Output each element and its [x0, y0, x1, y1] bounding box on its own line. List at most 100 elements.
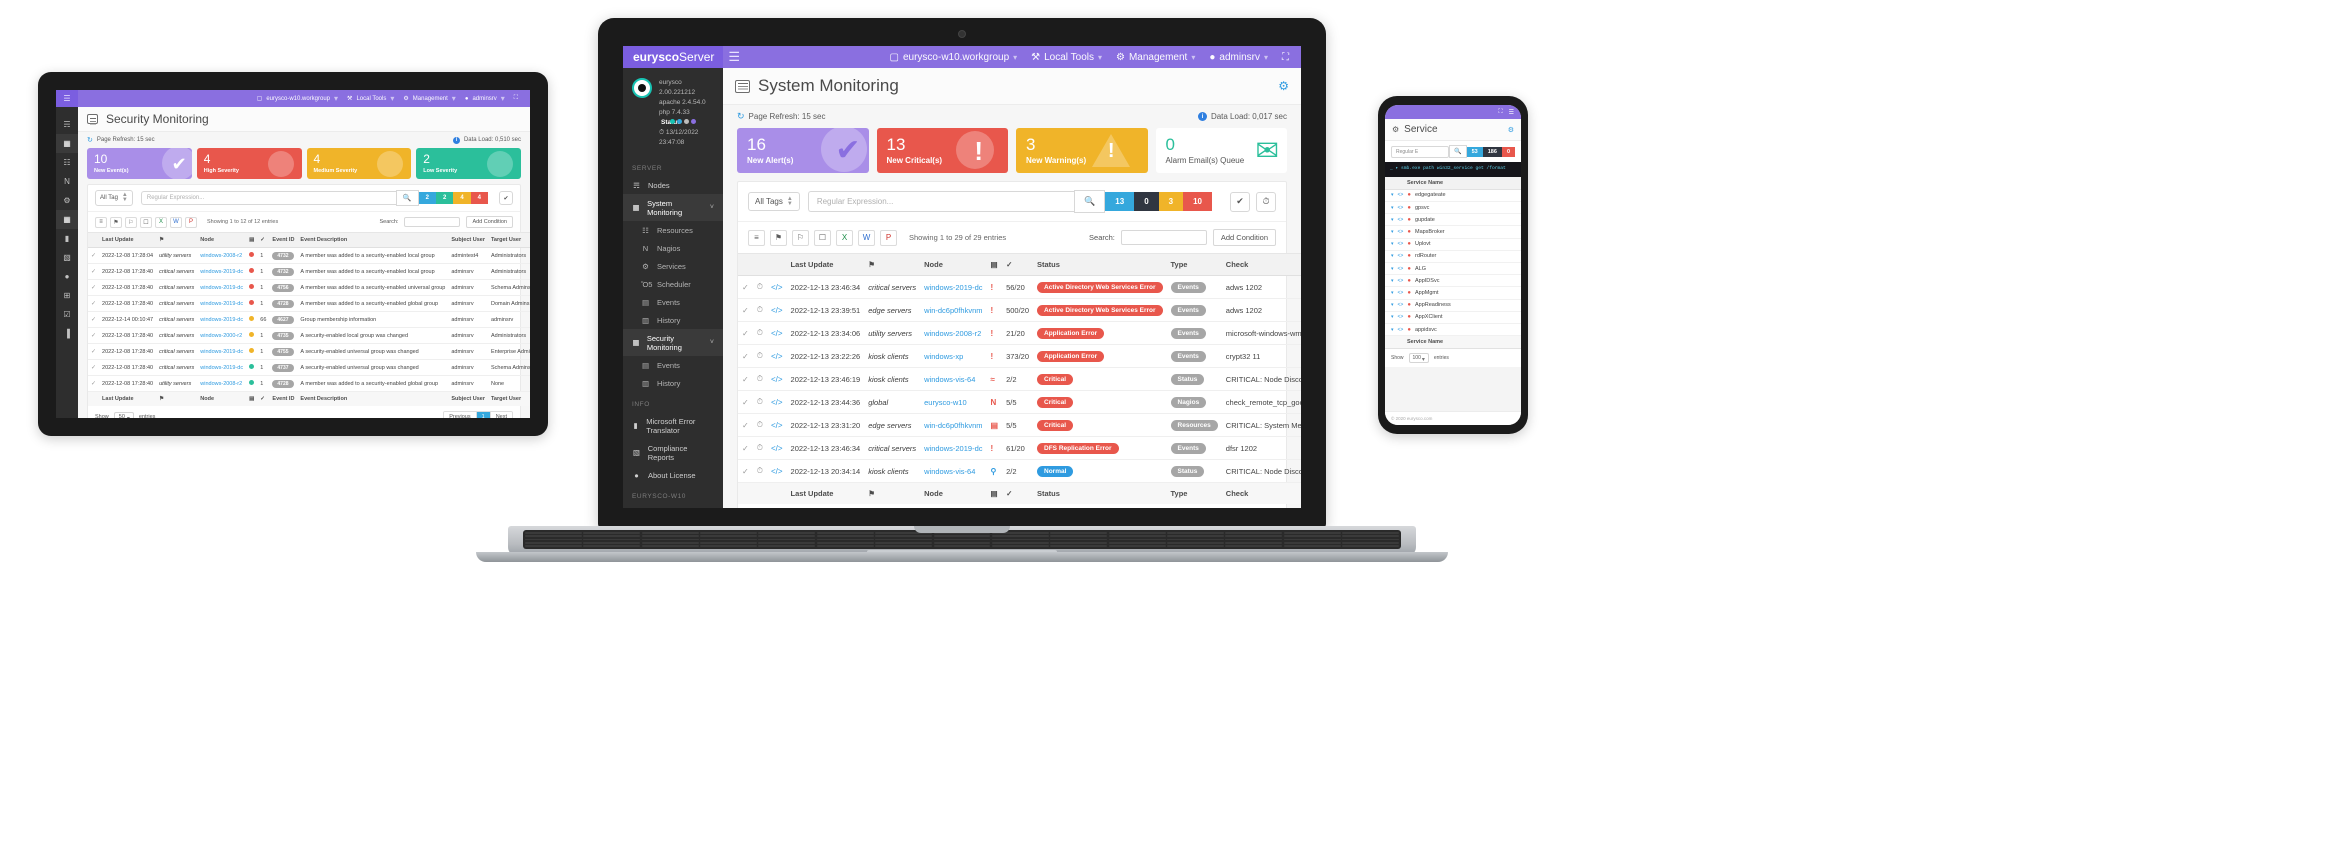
list-item[interactable]: ▾ <> ● AppReadiness — [1385, 299, 1521, 312]
table-row[interactable]: ✓ 2022-12-14 00:10:47 critical servers wind… — [88, 311, 530, 328]
col-last-update[interactable]: Last Update — [786, 253, 865, 276]
row-ack-icon[interactable]: ✓ — [738, 459, 753, 483]
flag-check-icon[interactable]: ⚑ — [110, 216, 122, 228]
sidebar-item-compliance-reports[interactable]: ▧ Compliance Reports — [623, 439, 723, 466]
table-row[interactable]: ✓ ⏱ </> 2022-12-13 23:46:34 critical servers… — [738, 436, 1301, 460]
cell-node[interactable]: win-dc6p0fhkvnm — [920, 298, 987, 322]
chip-count-1[interactable]: 186 — [1482, 146, 1502, 157]
cell-node[interactable]: windows-vis-64 — [920, 367, 987, 391]
tablet-menu-toggle[interactable]: ☰ — [56, 90, 78, 107]
page-size-select[interactable]: 50 — [113, 412, 134, 418]
flag-x-icon[interactable]: ⚐ — [125, 216, 137, 228]
row-code-icon[interactable]: </> — [766, 344, 787, 368]
table-row[interactable]: ✓ ⏱ </> 2022-12-13 23:39:51 edge servers win-… — [738, 298, 1301, 322]
pager-previous[interactable]: Previous — [444, 412, 477, 418]
check-circle-icon[interactable]: ✔ — [1230, 191, 1250, 212]
list-item[interactable]: ▾ <> ● edgegateate — [1385, 189, 1521, 203]
table-row[interactable]: ✓ 2022-12-08 17:28:40 critical servers wind… — [88, 343, 530, 360]
gear-icon[interactable]: ⚙ — [1278, 79, 1289, 93]
row-ack-icon[interactable]: ✓ — [88, 343, 100, 360]
tag-select[interactable]: All Tags ▲ ▼ — [748, 191, 800, 212]
cell-node[interactable]: windows-2008-r2 — [920, 321, 987, 345]
cell-node[interactable]: windows-2019-dc — [197, 343, 247, 360]
col-last-update[interactable]: Last Update — [99, 232, 157, 248]
copy-icon[interactable]: ☐ — [140, 216, 152, 228]
row-ack-icon[interactable]: ✓ — [738, 344, 753, 368]
row-code-icon[interactable]: </> — [766, 390, 787, 414]
nav-item-local-tools[interactable]: ⚒ Local Tools ▾ — [347, 94, 395, 103]
table-row[interactable]: ✓ ⏱ </> 2022-12-13 20:34:14 kiosk clients win… — [738, 459, 1301, 483]
nav-item-user[interactable]: ● adminsrv ▾ — [464, 94, 505, 103]
row-ack-icon[interactable]: ✓ — [88, 295, 100, 312]
col-node[interactable]: Node — [920, 253, 987, 276]
row-ack-icon[interactable]: ✓ — [88, 279, 100, 296]
sidebar-item-nodes[interactable]: ☴ Nodes — [623, 176, 723, 194]
row-ack-icon[interactable]: ✓ — [738, 298, 753, 322]
row-clock-icon[interactable]: ⏱ — [752, 298, 767, 322]
sidebar-item-history[interactable]: ▥ History — [623, 374, 723, 392]
page-size-select[interactable]: 100 — [1408, 353, 1429, 364]
kpi-new-alerts[interactable]: 16 New Alert(s) ✔ — [737, 128, 869, 173]
col-node[interactable]: Node — [197, 232, 247, 248]
sidebar-icon-vmware[interactable]: ☑ — [63, 310, 71, 319]
sidebar-icon-windows[interactable]: ⊞ — [63, 291, 71, 300]
copy-icon[interactable]: ☐ — [814, 229, 831, 246]
check-circle-icon[interactable]: ✔ — [499, 191, 513, 205]
pdf-icon[interactable]: P — [185, 216, 197, 228]
cell-node[interactable]: windows-2019-dc — [920, 436, 987, 460]
table-row[interactable]: ✓ 2022-12-08 17:28:40 critical servers wind… — [88, 295, 530, 312]
table-row[interactable]: ✓ 2022-12-08 17:28:04 utility servers windo… — [88, 247, 530, 264]
sidebar-item-events[interactable]: ▤ Events — [623, 356, 723, 374]
regex-input[interactable]: Regular E — [1391, 145, 1450, 158]
kpi-new-criticals[interactable]: 13 New Critical(s) ! — [876, 128, 1008, 173]
nav-item-expand[interactable]: ⛶ — [1282, 52, 1289, 63]
list-item[interactable]: ▾ <> ● rdRouter — [1385, 250, 1521, 264]
kpi-new-events[interactable]: 10 New Event(s) ✔ — [87, 148, 192, 179]
table-row[interactable]: ✓ 2022-12-08 17:28:40 critical servers wind… — [88, 263, 530, 280]
pager-page-1[interactable]: 1 — [476, 412, 491, 418]
cell-node[interactable]: windows-2019-dc — [197, 279, 247, 296]
col-count[interactable]: ✓ — [257, 232, 270, 248]
cell-node[interactable]: windows-2008-r2 — [197, 247, 247, 264]
col-event-id[interactable]: Event ID — [269, 232, 298, 248]
row-code-icon[interactable]: </> — [766, 275, 787, 299]
list-item[interactable]: ▾ <> ● gpsvc — [1385, 202, 1521, 215]
cell-node[interactable]: windows-2000-r2 — [197, 327, 247, 344]
row-clock-icon[interactable]: ⏱ — [752, 390, 767, 414]
tag-select[interactable]: All Tag ▲ ▼ — [95, 190, 133, 206]
cell-node[interactable]: windows-2019-dc — [920, 275, 987, 299]
table-row[interactable]: ✓ ⏱ </> 2022-12-13 23:46:19 kiosk clients win… — [738, 367, 1301, 391]
row-code-icon[interactable]: </> — [766, 321, 787, 345]
excel-icon[interactable]: X — [155, 216, 167, 228]
row-ack-icon[interactable]: ✓ — [88, 263, 100, 280]
columns-icon[interactable]: ≡ — [95, 216, 107, 228]
row-ack-icon[interactable]: ✓ — [738, 390, 753, 414]
sidebar-icon-system-monitoring[interactable]: ▦ — [56, 134, 78, 153]
row-ack-icon[interactable]: ✓ — [738, 436, 753, 460]
col-tag[interactable]: ⚑ — [864, 253, 921, 276]
col-type[interactable]: Type — [1166, 253, 1222, 276]
nav-item-workgroup[interactable]: ▢ eurysco-w10.workgroup ▾ — [889, 51, 1018, 63]
add-condition-button[interactable]: Add Condition — [1212, 229, 1276, 246]
row-ack-icon[interactable]: ✓ — [88, 247, 100, 264]
col-subject-user[interactable]: Subject User — [448, 232, 488, 248]
table-row[interactable]: ✓ ⏱ </> 2022-12-13 23:46:34 critical servers… — [738, 275, 1301, 299]
table-row[interactable]: ✓ 2022-12-08 17:28:40 utility servers windo… — [88, 375, 530, 392]
table-row[interactable]: ✓ ⏱ </> 2022-12-13 23:31:20 edge servers win-… — [738, 413, 1301, 437]
search-input[interactable] — [1120, 230, 1207, 245]
row-clock-icon[interactable]: ⏱ — [752, 459, 767, 483]
table-row[interactable]: ✓ ⏱ </> 2022-12-13 23:22:26 kiosk clients win… — [738, 344, 1301, 368]
expand-icon[interactable]: ⛶ — [1498, 108, 1503, 115]
regex-input[interactable]: Regular Expression... — [140, 191, 396, 205]
columns-icon[interactable]: ≡ — [748, 229, 765, 246]
chip-count-0[interactable]: 2 — [418, 192, 436, 204]
nav-item-management[interactable]: ⚙ Management ▾ — [1116, 51, 1196, 63]
cell-node[interactable]: win-dc6p0fhkvnm — [920, 413, 987, 437]
row-ack-icon[interactable]: ✓ — [738, 413, 753, 437]
sidebar-icon-translator[interactable]: ▮ — [64, 234, 70, 243]
sidebar-item-system-monitoring[interactable]: ▦ System Monitoring ˅ — [623, 194, 723, 222]
chip-count-3[interactable]: 10 — [1183, 192, 1212, 211]
word-icon[interactable]: W — [858, 229, 875, 246]
row-code-icon[interactable]: </> — [766, 459, 787, 483]
list-item[interactable]: ▾ <> ● Uplovt — [1385, 238, 1521, 251]
